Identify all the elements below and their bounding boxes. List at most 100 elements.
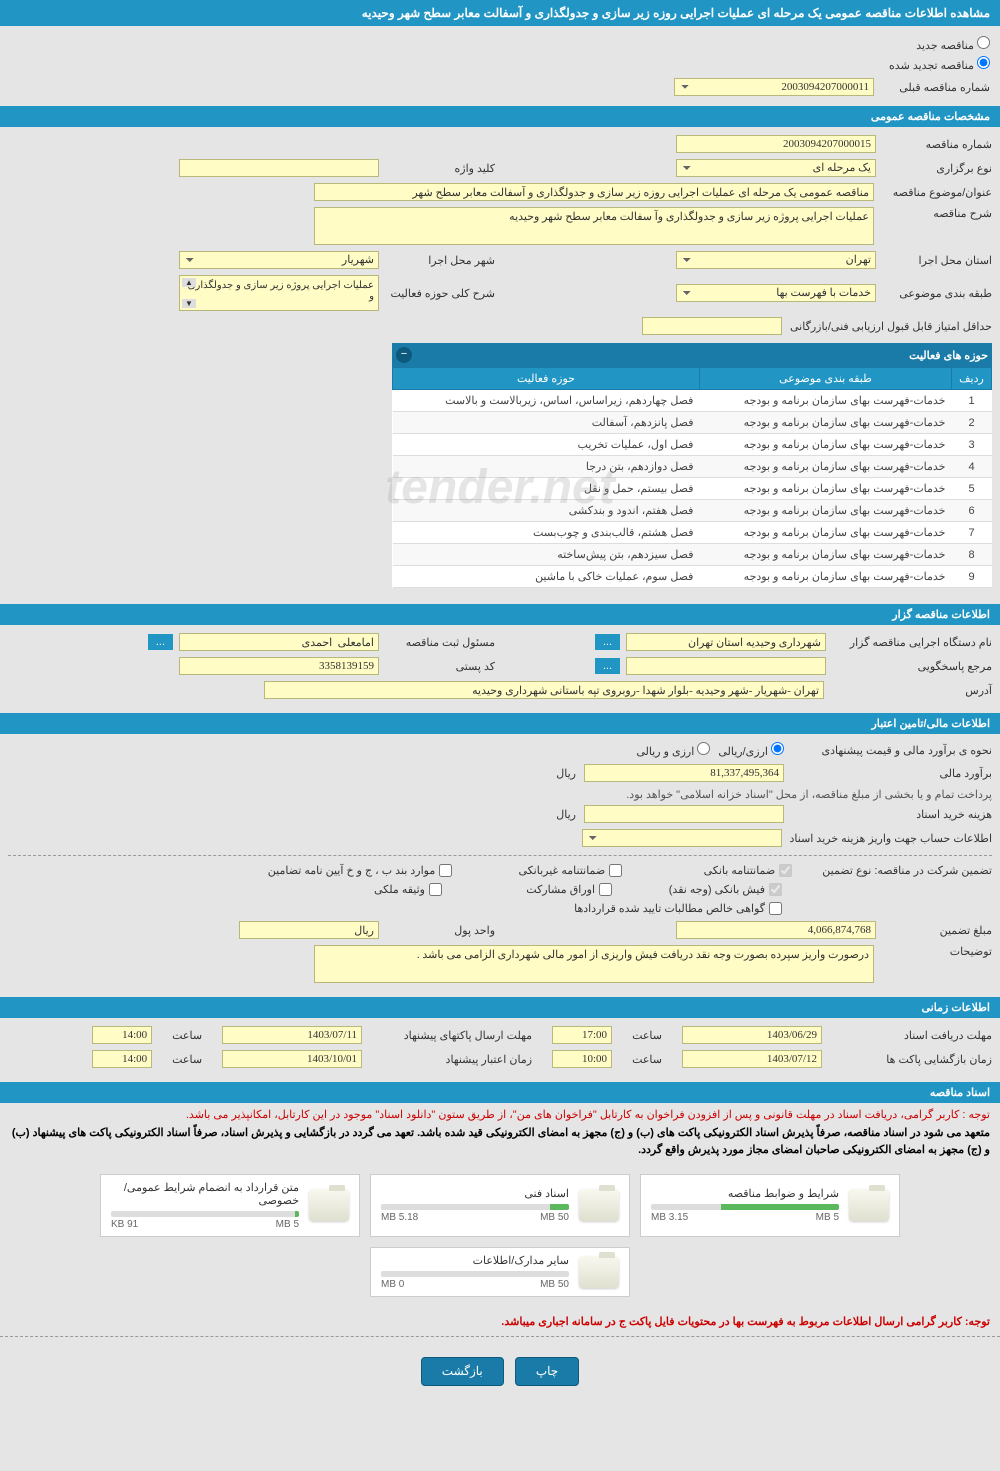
subject-input[interactable] xyxy=(314,183,874,201)
table-row: 2خدمات-فهرست بهای سازمان برنامه و بودجهف… xyxy=(393,412,992,434)
cb-receivables[interactable]: گواهی خالص مطالبات تایید شده قراردادها xyxy=(522,902,782,915)
table-row: 1خدمات-فهرست بهای سازمان برنامه و بودجهف… xyxy=(393,390,992,412)
file-max: 5 MB xyxy=(816,1212,839,1223)
section-organizer-header: اطلاعات مناقصه گزار xyxy=(0,604,1000,625)
opening-date[interactable] xyxy=(682,1050,822,1068)
address-input[interactable] xyxy=(264,681,824,699)
province-select[interactable]: تهران xyxy=(676,251,876,269)
city-label: شهر محل اجرا xyxy=(385,254,495,267)
type-select[interactable]: یک مرحله ای xyxy=(676,159,876,177)
guarantee-amount-input[interactable] xyxy=(676,921,876,939)
scroll-down-icon[interactable]: ▼ xyxy=(182,299,196,308)
org-lookup-button[interactable]: ... xyxy=(595,634,620,650)
currency-radio1[interactable]: ارزی/ریالی xyxy=(718,742,784,758)
time-label4: ساعت xyxy=(172,1053,202,1066)
estimate-input[interactable] xyxy=(584,764,784,782)
org-label: نام دستگاه اجرایی مناقصه گزار xyxy=(832,636,992,649)
tender-no-input[interactable] xyxy=(676,135,876,153)
file-box[interactable]: متن قرارداد به انضمام شرایط عمومی/خصوصی … xyxy=(100,1174,360,1237)
category-select[interactable]: خدمات با فهرست بها xyxy=(676,284,876,302)
col-row: ردیف xyxy=(952,368,992,390)
rial-label2: ریال xyxy=(556,808,576,821)
unit-input[interactable] xyxy=(239,921,379,939)
responder-input[interactable] xyxy=(626,657,826,675)
validity-time[interactable] xyxy=(92,1050,152,1068)
back-button[interactable]: بازگشت xyxy=(421,1357,504,1386)
table-row: 6خدمات-فهرست بهای سازمان برنامه و بودجهف… xyxy=(393,500,992,522)
registrar-lookup-button[interactable]: ... xyxy=(148,634,173,650)
org-input[interactable] xyxy=(626,633,826,651)
file-max: 50 MB xyxy=(540,1212,569,1223)
time-label3: ساعت xyxy=(632,1053,662,1066)
col-cat: طبقه بندی موضوعی xyxy=(699,368,951,390)
type-label: نوع برگزاری xyxy=(882,162,992,175)
category-label: طبقه بندی موضوعی xyxy=(882,287,992,300)
activity-scope-label: شرح کلی حوزه فعالیت xyxy=(385,287,495,300)
cb-property[interactable]: وثیقه ملکی xyxy=(302,883,442,896)
opening-time[interactable] xyxy=(552,1050,612,1068)
deadline-submit-time[interactable] xyxy=(92,1026,152,1044)
prev-tender-select[interactable]: 2003094207000011 xyxy=(674,78,874,96)
file-box[interactable]: سایر مدارک/اطلاعات 50 MB0 MB xyxy=(370,1247,630,1297)
currency-radio2[interactable]: ارزی و ریالی xyxy=(636,742,710,758)
activity-table-title: حوزه های فعالیت xyxy=(909,349,988,362)
cb-bank-receipt[interactable]: فیش بانکی (وجه نقد) xyxy=(642,883,782,896)
file-name: اسناد فنی xyxy=(381,1187,569,1200)
postal-input[interactable] xyxy=(179,657,379,675)
deadline-submit-date[interactable] xyxy=(222,1026,362,1044)
min-score-input[interactable] xyxy=(642,317,782,335)
print-button[interactable]: چاپ xyxy=(515,1357,579,1386)
table-row: 8خدمات-فهرست بهای سازمان برنامه و بودجهف… xyxy=(393,544,992,566)
validity-label: زمان اعتبار پیشنهاد xyxy=(382,1053,532,1066)
deadline-receive-time[interactable] xyxy=(552,1026,612,1044)
registrar-input[interactable] xyxy=(179,633,379,651)
registrar-label: مسئول ثبت مناقصه xyxy=(385,636,495,649)
folder-icon xyxy=(309,1189,349,1221)
section-general-header: مشخصات مناقصه عمومی xyxy=(0,106,1000,127)
file-used: 0 MB xyxy=(381,1279,404,1290)
radio-renew-tender[interactable]: مناقصه تجدید شده xyxy=(10,56,990,72)
tender-no-label: شماره مناقصه xyxy=(882,138,992,151)
time-label1: ساعت xyxy=(632,1029,662,1042)
file-name: متن قرارداد به انضمام شرایط عمومی/خصوصی xyxy=(111,1181,299,1207)
guarantee-amount-label: مبلغ تضمین xyxy=(882,924,992,937)
deposit-account-label: اطلاعات حساب جهت واریز هزینه خرید اسناد xyxy=(790,832,992,845)
validity-date[interactable] xyxy=(222,1050,362,1068)
bottom-notice: توجه: کاربر گرامی ارسال اطلاعات مربوط به… xyxy=(0,1307,1000,1336)
subject-label: عنوان/موضوع مناقصه xyxy=(882,186,992,199)
deposit-account-select[interactable] xyxy=(582,829,782,847)
folder-icon xyxy=(579,1189,619,1221)
table-row: 4خدمات-فهرست بهای سازمان برنامه و بودجهف… xyxy=(393,456,992,478)
notes-label: توضیحات xyxy=(882,945,992,958)
unit-label: واحد پول xyxy=(385,924,495,937)
scroll-up-icon[interactable]: ▲ xyxy=(182,278,196,287)
cb-bonds[interactable]: اوراق مشارکت xyxy=(472,883,612,896)
cb-bank-guarantee[interactable]: ضمانتنامه بانکی xyxy=(652,864,792,877)
file-box[interactable]: شرایط و ضوابط مناقصه 5 MB3.15 MB xyxy=(640,1174,900,1237)
cb-regulation-items[interactable]: موارد بند ب ، ج و خ آیین نامه تضامین xyxy=(268,864,452,877)
file-name: شرایط و ضوابط مناقصه xyxy=(651,1187,839,1200)
file-box[interactable]: اسناد فنی 50 MB5.18 MB xyxy=(370,1174,630,1237)
section-financial-header: اطلاعات مالی/تامین اعتبار xyxy=(0,713,1000,734)
table-row: 3خدمات-فهرست بهای سازمان برنامه و بودجهف… xyxy=(393,434,992,456)
city-select[interactable]: شهریار xyxy=(179,251,379,269)
page-title: مشاهده اطلاعات مناقصه عمومی یک مرحله ای … xyxy=(0,0,1000,26)
notes-textarea[interactable] xyxy=(314,945,874,983)
keyword-input[interactable] xyxy=(179,159,379,177)
responder-lookup-button[interactable]: ... xyxy=(595,658,620,674)
province-label: استان محل اجرا xyxy=(882,254,992,267)
doc-notice2: متعهد می شود در اسناد مناقصه، صرفاً پذیر… xyxy=(12,1127,990,1157)
table-row: 9خدمات-فهرست بهای سازمان برنامه و بودجهف… xyxy=(393,566,992,588)
activity-scope-box[interactable]: عملیات اجرایی پروژه زیر سازی و جدولگذاری… xyxy=(179,275,379,311)
deadline-receive-date[interactable] xyxy=(682,1026,822,1044)
radio-new-tender[interactable]: مناقصه جدید xyxy=(10,36,990,52)
doc-cost-label: هزینه خرید اسناد xyxy=(792,808,992,821)
table-row: 5خدمات-فهرست بهای سازمان برنامه و بودجهف… xyxy=(393,478,992,500)
description-textarea[interactable] xyxy=(314,207,874,245)
deadline-receive-label: مهلت دریافت اسناد xyxy=(842,1029,992,1042)
col-scope: حوزه فعالیت xyxy=(393,368,700,390)
cb-nonbank-guarantee[interactable]: ضمانتنامه غیربانکی xyxy=(482,864,622,877)
doc-cost-input[interactable] xyxy=(584,805,784,823)
keyword-label: کلید واژه xyxy=(385,162,495,175)
collapse-icon[interactable]: − xyxy=(396,347,412,363)
